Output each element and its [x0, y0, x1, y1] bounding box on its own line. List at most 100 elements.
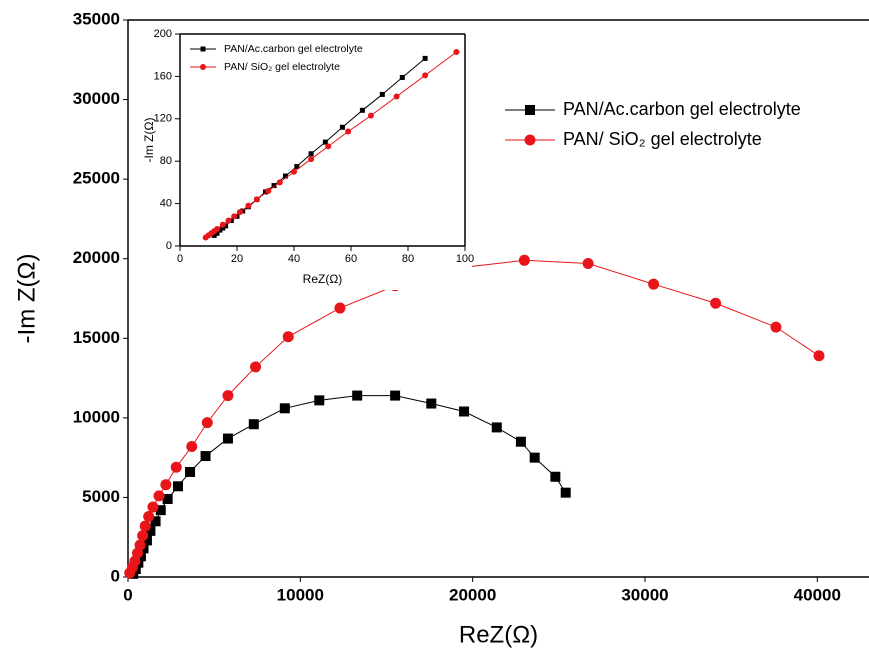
legend-label: PAN/ SiO₂ gel electrolyte: [563, 129, 762, 149]
data-point: [459, 406, 470, 417]
data-point: [155, 505, 166, 516]
data-point: [186, 441, 198, 453]
y-axis-label: -Im Z(Ω): [13, 254, 40, 344]
legend-label: PAN/Ac.carbon gel electrolyte: [224, 43, 363, 55]
x-tick-label: 10000: [277, 585, 324, 604]
data-point: [236, 209, 243, 216]
data-point: [231, 213, 238, 220]
x-tick-label: 0: [123, 585, 132, 604]
x-tick-label: 20000: [449, 585, 496, 604]
x-tick-label: 30000: [621, 585, 668, 604]
data-point: [770, 321, 782, 333]
data-point: [253, 196, 260, 203]
x-tick-label: 80: [402, 253, 414, 265]
data-point: [160, 479, 172, 491]
x-tick-label: 60: [345, 253, 357, 265]
x-tick-label: 100: [456, 253, 474, 265]
legend-marker: [525, 105, 535, 115]
legend-marker: [200, 64, 206, 70]
y-tick-label: 0: [111, 566, 120, 585]
y-axis-label: -Im Z(Ω): [142, 118, 156, 163]
data-point: [334, 302, 346, 314]
data-point: [422, 55, 428, 61]
y-tick-label: 0: [166, 240, 172, 252]
data-point: [153, 490, 165, 502]
y-tick-label: 5000: [82, 487, 120, 506]
data-point: [139, 520, 151, 532]
data-point: [294, 164, 300, 169]
data-point: [271, 183, 277, 189]
data-point: [222, 433, 233, 444]
y-tick-label: 80: [160, 155, 172, 167]
x-tick-label: 40000: [794, 585, 841, 604]
data-point: [813, 350, 825, 362]
data-point: [426, 398, 437, 409]
data-point: [515, 436, 526, 447]
data-point: [582, 257, 594, 269]
x-axis-label: ReZ(Ω): [459, 621, 538, 648]
data-point: [276, 179, 283, 186]
data-point: [145, 525, 156, 536]
data-point: [214, 226, 221, 233]
data-point: [518, 254, 530, 266]
inset-chart: 0 20 40 60 80 100 0 40 80 120 160 200 ReZ(Ω) -Im Z(Ω)…: [135, 28, 474, 290]
data-point: [250, 361, 262, 373]
data-point: [453, 49, 460, 56]
y-tick-label: 160: [154, 70, 172, 82]
x-tick-label: 20: [231, 253, 243, 265]
data-point: [141, 535, 152, 546]
data-point: [291, 168, 297, 175]
data-point: [185, 466, 196, 477]
data-point: [200, 451, 211, 462]
legend-label: PAN/Ac.carbon gel electrolyte: [563, 99, 801, 119]
data-point: [379, 91, 385, 97]
data-point: [172, 481, 183, 492]
data-point: [223, 223, 229, 229]
data-point: [367, 112, 374, 119]
data-point: [170, 461, 182, 473]
data-point: [134, 539, 146, 551]
data-point: [282, 331, 294, 343]
data-point: [308, 151, 314, 157]
x-tick-label: 0: [177, 253, 183, 265]
data-point: [529, 452, 540, 463]
data-point: [248, 419, 259, 430]
series-line: [132, 395, 567, 575]
data-point: [710, 297, 722, 309]
legend-marker: [200, 46, 206, 52]
main-chart: 0 10000 20000 30000 400000500010000150002000…: [13, 9, 869, 648]
x-axis-label: ReZ(Ω): [303, 272, 343, 286]
data-point: [339, 124, 345, 130]
data-point: [240, 208, 246, 214]
x-tick-label: 40: [288, 253, 300, 265]
y-tick-label: 15000: [73, 328, 120, 347]
y-tick-label: 40: [160, 198, 172, 210]
data-point: [225, 217, 232, 224]
data-point: [648, 278, 660, 290]
data-point: [214, 230, 220, 236]
data-point: [219, 221, 226, 228]
data-point: [265, 187, 272, 194]
y-tick-label: 120: [154, 113, 172, 125]
y-tick-label: 35000: [73, 9, 120, 28]
data-point: [308, 156, 315, 163]
y-tick-label: 30000: [73, 89, 120, 108]
data-point: [352, 390, 363, 401]
data-point: [201, 417, 213, 429]
data-point: [220, 225, 226, 231]
legend-label: PAN/ SiO₂ gel electrolyte: [224, 61, 340, 73]
y-tick-label: 10000: [73, 407, 120, 426]
y-tick-label: 200: [154, 28, 172, 40]
legend-marker: [524, 134, 536, 146]
data-point: [162, 494, 173, 505]
data-point: [345, 128, 352, 135]
data-point: [550, 471, 561, 482]
y-tick-label: 20000: [73, 248, 120, 267]
data-point: [263, 189, 268, 195]
data-point: [491, 422, 502, 433]
data-point: [390, 390, 401, 401]
data-point: [217, 227, 223, 233]
data-point: [322, 139, 328, 145]
data-point: [393, 93, 400, 100]
